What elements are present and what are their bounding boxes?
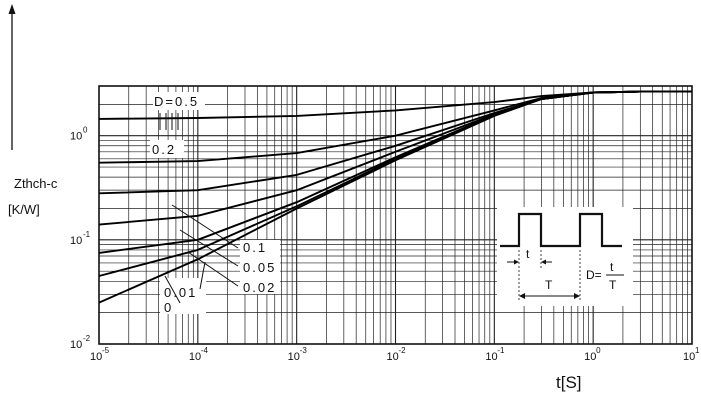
pulse-inset: t T D= t T [497, 207, 633, 306]
y-tick-label: 100 [70, 126, 88, 143]
x-tick-label: 101 [683, 346, 700, 363]
y-tick-label: 10-2 [70, 334, 91, 351]
y-tick-mantissa: 10 [70, 339, 82, 351]
y-tick-mantissa: 10 [70, 131, 82, 143]
x-tick-exponent: -4 [201, 346, 209, 355]
x-tick-exponent: 1 [695, 346, 700, 355]
y-tick-exponent: 0 [83, 126, 88, 135]
inset-t-label: t [526, 247, 530, 261]
x-tick-label: 10-1 [485, 346, 505, 363]
x-axis-label: t[S] [556, 373, 582, 392]
x-tick-label: 10-5 [90, 346, 110, 363]
x-tick-exponent: -1 [497, 346, 505, 355]
y-axis-label-line1: Zthch-c [14, 176, 58, 191]
x-tick-mantissa: 10 [90, 351, 102, 363]
y-tick-exponent: -2 [83, 334, 91, 343]
x-tick-mantissa: 10 [584, 351, 596, 363]
x-tick-exponent: -5 [102, 346, 110, 355]
annotation-d01: 0.1 [243, 240, 267, 255]
y-tick-mantissa: 10 [70, 235, 82, 247]
x-tick-exponent: -3 [300, 346, 308, 355]
annotation-bg-left [160, 278, 206, 314]
series-curves [98, 90, 692, 304]
annotation-bg-d02 [150, 140, 184, 158]
inset-duty-numerator: t [610, 260, 614, 274]
x-tick-mantissa: 10 [387, 351, 399, 363]
x-tick-mantissa: 10 [189, 351, 201, 363]
annotation-d0: 0 [164, 300, 173, 315]
x-tick-label: 10-4 [189, 346, 209, 363]
x-tick-label: 10-3 [288, 346, 308, 363]
x-tick-mantissa: 10 [485, 351, 497, 363]
annotation-d001: 0.01 [164, 285, 197, 300]
annotation-d05: D=0.5 [154, 94, 199, 109]
x-tick-exponent: -2 [399, 346, 407, 355]
y-axis-arrow [8, 4, 16, 150]
x-tick-exponent: 0 [596, 346, 601, 355]
inset-duty-denominator: T [609, 278, 617, 292]
annotation-bg-right [240, 240, 280, 294]
x-tick-mantissa: 10 [683, 351, 695, 363]
y-tick-exponent: -1 [83, 230, 91, 239]
x-tick-label: 100 [584, 346, 601, 363]
y-tick-label: 10-1 [70, 230, 91, 247]
plot-frame [98, 85, 693, 345]
annotation-d005: 0.05 [243, 260, 276, 275]
series-line-0 [98, 90, 692, 304]
x-tick-label: 10-2 [387, 346, 407, 363]
annotation-bg-d05 [153, 92, 205, 110]
inset-T-label: T [545, 278, 553, 292]
x-tick-mantissa: 10 [288, 351, 300, 363]
annotation-d02: 0.2 [152, 142, 176, 157]
inset-duty-label: D= [586, 268, 602, 282]
duty-cycle-annotations: D=0.5 0.2 0.1 0.05 0.02 0.01 0 [150, 92, 280, 315]
y-axis-label-line2: [K/W] [8, 202, 40, 217]
annotation-d002: 0.02 [243, 280, 276, 295]
